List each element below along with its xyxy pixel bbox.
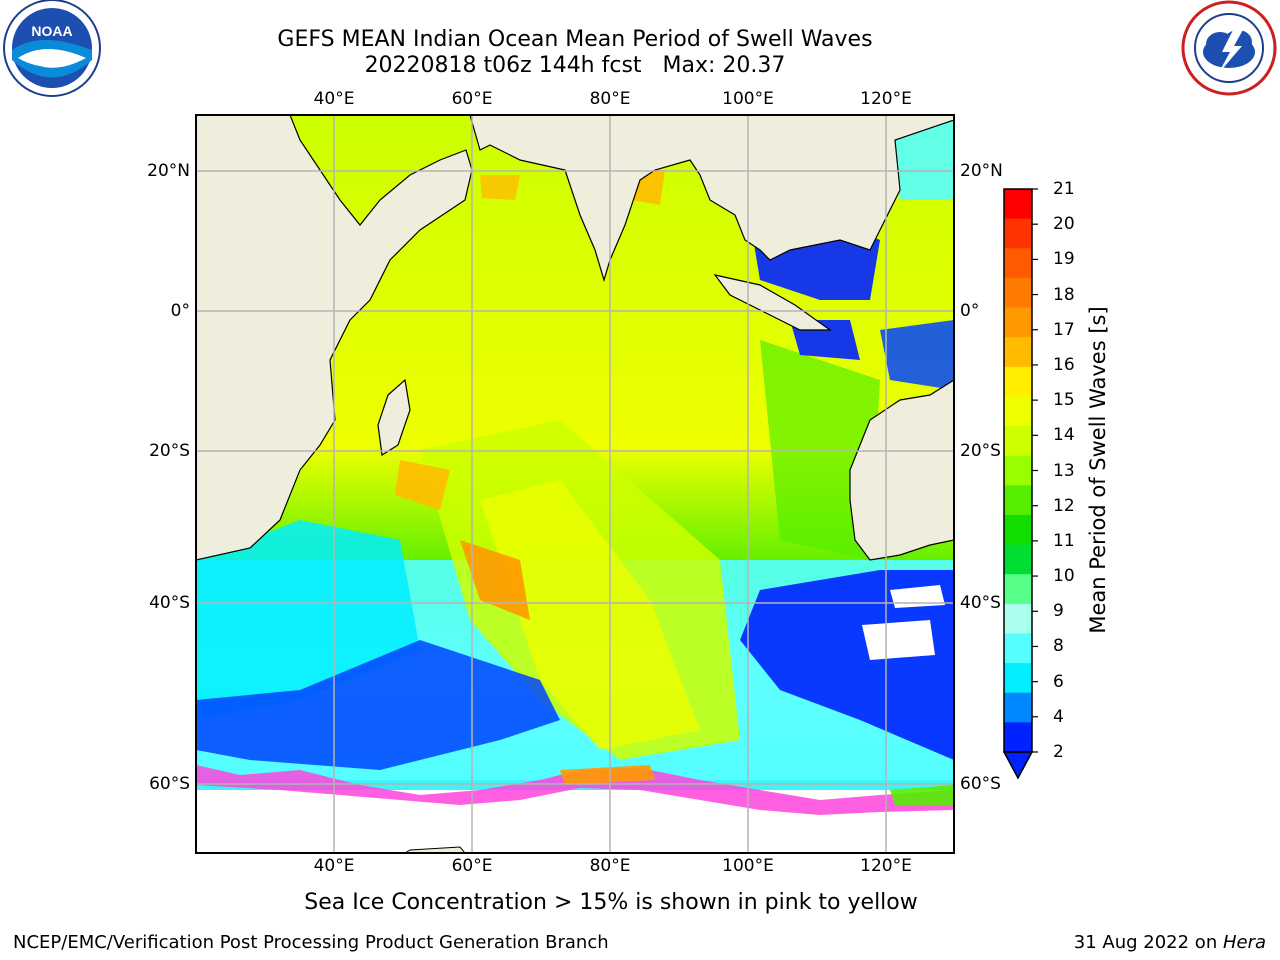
colorbar-tick-label: 13	[1053, 460, 1075, 481]
lat-label-left: 20°S	[149, 441, 190, 461]
colorbar-tick-label: 11	[1053, 530, 1075, 551]
lat-label-left: 40°S	[149, 593, 190, 613]
colorbar-tick-label: 20	[1053, 214, 1075, 235]
colorbar-segment	[1004, 218, 1032, 249]
noaa-logo-text: NOAA	[31, 23, 72, 39]
colorbar-segment	[1004, 692, 1032, 723]
nws-logo	[1178, 0, 1280, 100]
map-frame	[195, 114, 955, 854]
colorbar-segment	[1004, 603, 1032, 634]
madagascar-land	[377, 378, 411, 457]
colorbar-tick-label: 6	[1053, 671, 1064, 692]
lat-label-left: 60°S	[149, 774, 190, 794]
colorbar-segment	[1004, 544, 1032, 575]
lat-label-left: 20°N	[147, 161, 190, 181]
lon-label-bottom: 60°E	[451, 856, 493, 876]
lon-label-top: 100°E	[722, 89, 774, 109]
colorbar-segment	[1004, 337, 1032, 368]
colorbar-tick-label: 10	[1053, 566, 1075, 587]
colorbar-tick-label: 2	[1053, 742, 1064, 762]
colorbar-segment	[1004, 366, 1032, 397]
colorbar-tick-label: 19	[1053, 249, 1075, 270]
colorbar-tick-label: 8	[1053, 636, 1064, 657]
colorbar-tick-label: 21	[1053, 179, 1075, 199]
colorbar-tick-label: 12	[1053, 495, 1075, 516]
colorbar-segment	[1004, 663, 1032, 694]
lat-label-right: 60°S	[960, 774, 1001, 794]
lon-label-bottom: 80°E	[589, 856, 631, 876]
colorbar-segment	[1004, 189, 1032, 220]
colorbar-extend-arrow	[1002, 751, 1034, 780]
colorbar-tick-label: 4	[1053, 706, 1064, 727]
run-info: 20220818 t06z 144h fcst	[364, 53, 642, 78]
colorbar	[1002, 188, 1038, 780]
lon-label-bottom: 100°E	[722, 856, 774, 876]
colorbar-tick-label: 14	[1053, 425, 1075, 446]
lat-label-left: 0°	[170, 301, 190, 321]
colorbar-tick-label: 17	[1053, 319, 1075, 340]
lat-label-right: 40°S	[960, 593, 1001, 613]
footer-date: 31 Aug 2022 on Hera	[1074, 932, 1266, 953]
australia-land	[849, 379, 954, 561]
footer-date-text: 31 Aug 2022 on	[1073, 932, 1223, 953]
graticule	[196, 115, 954, 853]
colorbar-segment	[1004, 633, 1032, 664]
colorbar-segment	[1004, 514, 1032, 546]
colorbar-tick-label: 15	[1053, 390, 1075, 411]
colorbar-segment	[1004, 248, 1032, 279]
colorbar-segment	[1004, 455, 1032, 486]
chart-title: GEFS MEAN Indian Ocean Mean Period of Sw…	[277, 27, 873, 52]
chart-subtitle: 20220818 t06z 144h fcst Max: 20.37	[195, 53, 955, 79]
colorbar-segment	[1004, 485, 1032, 516]
colorbar-title: Mean Period of Swell Waves [s]	[1086, 306, 1110, 634]
footer-host: Hera	[1222, 932, 1266, 953]
map-field	[196, 115, 954, 853]
lon-label-top: 60°E	[451, 89, 493, 109]
sumatra-land	[713, 274, 832, 331]
lon-label-top: 120°E	[860, 89, 912, 109]
colorbar-tick-label: 16	[1053, 354, 1075, 375]
lon-label-top: 40°E	[313, 89, 355, 109]
colorbar-segment	[1004, 426, 1032, 457]
colorbar-segment	[1004, 722, 1032, 753]
lon-label-top: 80°E	[589, 89, 631, 109]
colorbar-tick-label: 18	[1053, 284, 1075, 305]
lon-label-bottom: 40°E	[313, 856, 355, 876]
colorbar-segment	[1004, 396, 1032, 427]
lat-label-right: 20°S	[960, 441, 1001, 461]
lon-label-bottom: 120°E	[860, 856, 912, 876]
max-value: Max: 20.37	[662, 53, 786, 78]
sea-ice-edge	[196, 765, 954, 815]
sea-ice-note: Sea Ice Concentration > 15% is shown in …	[304, 890, 918, 915]
lat-label-right: 0°	[960, 301, 980, 321]
noaa-logo: NOAA	[0, 0, 105, 100]
footer-credit: NCEP/EMC/Verification Post Processing Pr…	[13, 932, 609, 953]
colorbar-segment	[1004, 307, 1032, 338]
lat-label-right: 20°N	[960, 161, 1003, 181]
colorbar-segment	[1004, 574, 1032, 605]
colorbar-tick-label: 9	[1053, 601, 1064, 622]
colorbar-segment	[1004, 277, 1032, 309]
